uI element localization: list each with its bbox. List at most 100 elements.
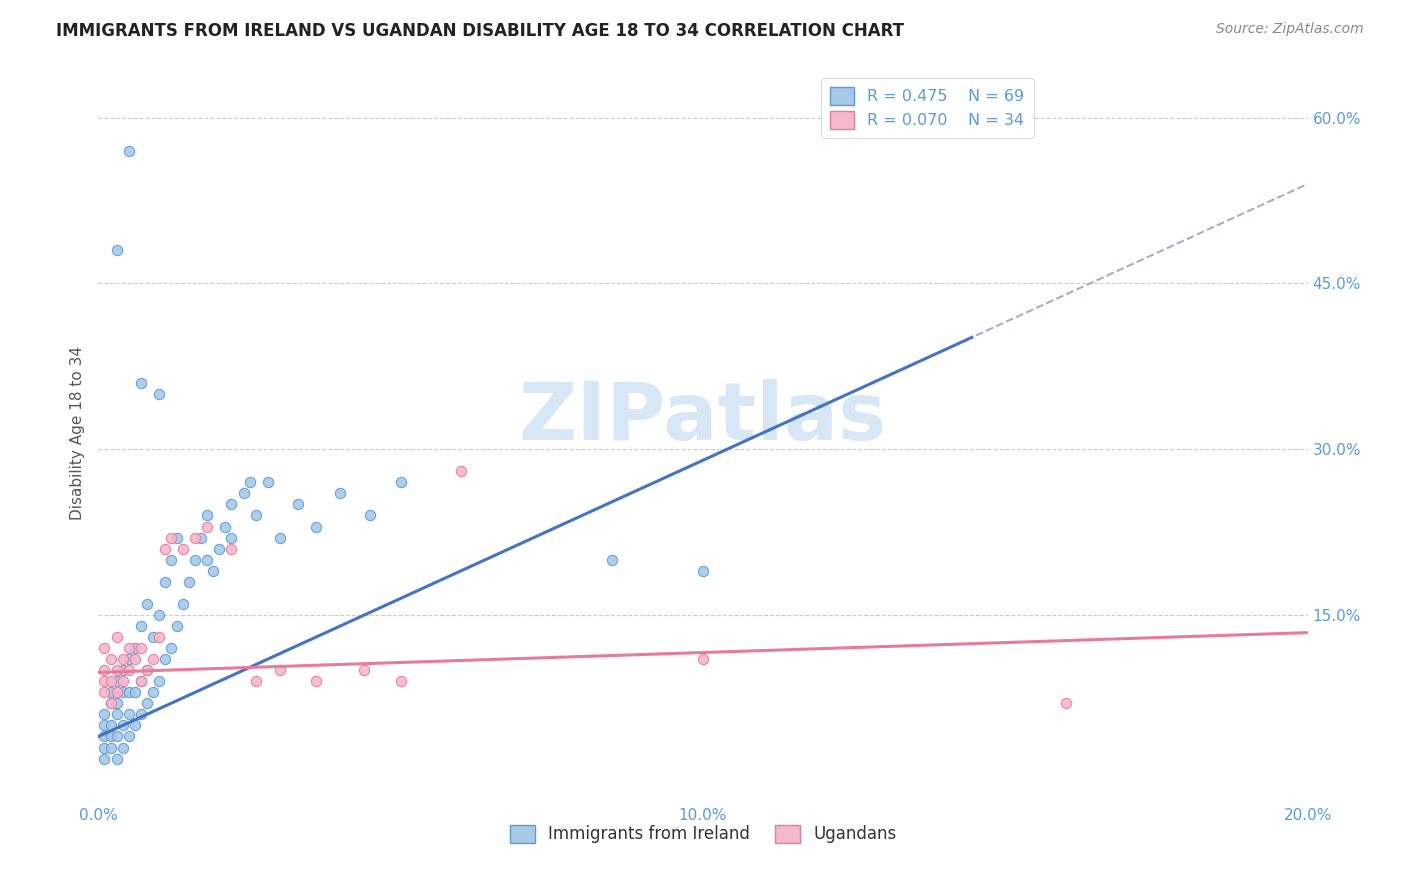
- Point: [111, 663, 134, 677]
- Text: Source: ZipAtlas.com: Source: ZipAtlas.com: [1216, 22, 1364, 37]
- Point: [105, 674, 128, 689]
- Point: [184, 531, 207, 545]
- Point: [142, 685, 165, 699]
- Point: [93, 740, 115, 755]
- Point: [148, 607, 170, 622]
- Point: [100, 697, 122, 711]
- Point: [202, 564, 225, 578]
- Point: [111, 674, 134, 689]
- Point: [153, 541, 176, 556]
- Point: [93, 718, 115, 732]
- Point: [93, 663, 115, 677]
- Point: [153, 574, 176, 589]
- Point: [245, 508, 267, 523]
- Point: [166, 531, 188, 545]
- Point: [450, 464, 472, 478]
- Point: [118, 663, 141, 677]
- Point: [135, 663, 157, 677]
- Point: [100, 685, 122, 699]
- Point: [93, 751, 115, 765]
- Point: [118, 685, 141, 699]
- Point: [172, 597, 194, 611]
- Point: [287, 498, 309, 512]
- Point: [389, 674, 412, 689]
- Point: [269, 663, 291, 677]
- Point: [111, 685, 134, 699]
- Point: [100, 718, 122, 732]
- Point: [179, 574, 201, 589]
- Point: [221, 531, 243, 545]
- Point: [105, 685, 128, 699]
- Point: [118, 641, 141, 656]
- Point: [195, 519, 218, 533]
- Point: [129, 641, 152, 656]
- Point: [100, 674, 122, 689]
- Point: [329, 486, 352, 500]
- Point: [166, 619, 188, 633]
- Point: [142, 652, 165, 666]
- Y-axis label: Disability Age 18 to 34: Disability Age 18 to 34: [70, 345, 86, 520]
- Point: [105, 707, 128, 722]
- Point: [100, 697, 122, 711]
- Point: [142, 630, 165, 644]
- Point: [129, 376, 152, 390]
- Text: ZIPatlas: ZIPatlas: [519, 379, 887, 457]
- Point: [135, 597, 157, 611]
- Point: [93, 674, 115, 689]
- Point: [602, 552, 624, 566]
- Point: [100, 652, 122, 666]
- Point: [93, 685, 115, 699]
- Point: [389, 475, 412, 490]
- Point: [124, 718, 146, 732]
- Point: [184, 552, 207, 566]
- Point: [305, 674, 328, 689]
- Point: [93, 730, 115, 744]
- Point: [214, 519, 236, 533]
- Point: [124, 641, 146, 656]
- Point: [100, 740, 122, 755]
- Point: [153, 652, 176, 666]
- Point: [692, 564, 714, 578]
- Point: [692, 652, 714, 666]
- Point: [305, 519, 328, 533]
- Point: [129, 674, 152, 689]
- Point: [93, 707, 115, 722]
- Point: [105, 630, 128, 644]
- Point: [129, 619, 152, 633]
- Text: IMMIGRANTS FROM IRELAND VS UGANDAN DISABILITY AGE 18 TO 34 CORRELATION CHART: IMMIGRANTS FROM IRELAND VS UGANDAN DISAB…: [56, 22, 904, 40]
- Point: [160, 552, 183, 566]
- Point: [160, 531, 183, 545]
- Point: [105, 751, 128, 765]
- Point: [148, 387, 170, 401]
- Point: [190, 531, 212, 545]
- Point: [118, 707, 141, 722]
- Point: [172, 541, 194, 556]
- Point: [269, 531, 291, 545]
- Point: [111, 740, 134, 755]
- Point: [195, 552, 218, 566]
- Point: [105, 663, 128, 677]
- Point: [105, 244, 128, 258]
- Point: [195, 508, 218, 523]
- Point: [148, 630, 170, 644]
- Point: [360, 508, 382, 523]
- Point: [124, 685, 146, 699]
- Point: [208, 541, 231, 556]
- Point: [221, 541, 243, 556]
- Point: [232, 486, 254, 500]
- Point: [160, 641, 183, 656]
- Point: [245, 674, 267, 689]
- Point: [105, 697, 128, 711]
- Point: [129, 707, 152, 722]
- Point: [1054, 697, 1077, 711]
- Point: [93, 641, 115, 656]
- Point: [353, 663, 375, 677]
- Point: [221, 498, 243, 512]
- Point: [129, 674, 152, 689]
- Point: [118, 144, 141, 158]
- Point: [111, 652, 134, 666]
- Point: [118, 652, 141, 666]
- Point: [148, 674, 170, 689]
- Legend: Immigrants from Ireland, Ugandans: Immigrants from Ireland, Ugandans: [503, 818, 903, 850]
- Point: [100, 730, 122, 744]
